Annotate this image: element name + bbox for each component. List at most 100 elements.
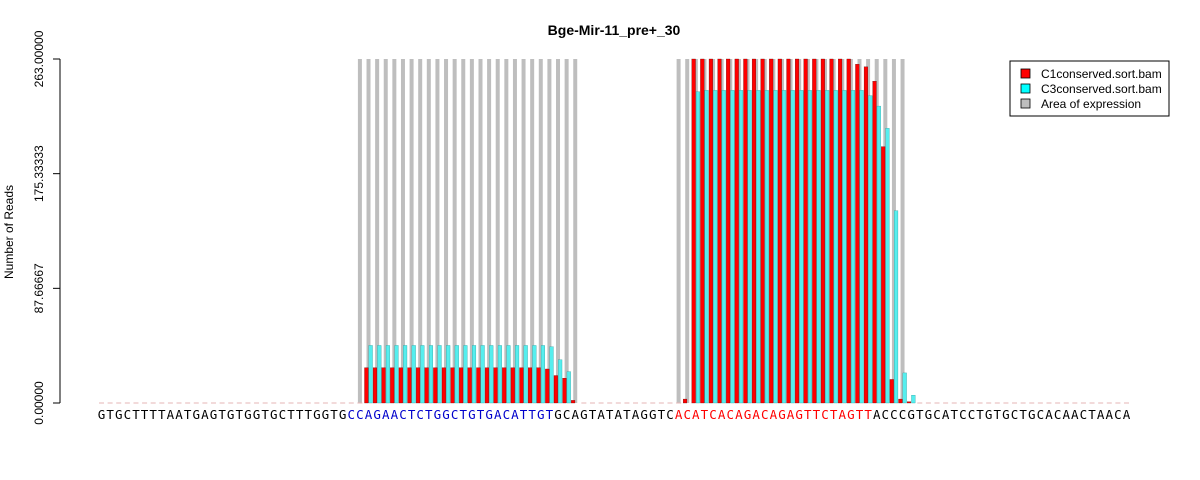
bar-c3conserved [739, 90, 744, 404]
expression-area-bar [392, 59, 397, 403]
expression-area-bar [547, 59, 552, 403]
sequence-letter: G [795, 407, 803, 422]
expression-area-bar [461, 59, 466, 403]
expression-area-bar [452, 59, 457, 403]
bar-c1conserved [881, 146, 886, 404]
expression-area-bar [779, 59, 784, 403]
bar-layer [99, 58, 1129, 404]
expression-area-bar [556, 59, 561, 403]
sequence-letter: T [106, 407, 114, 422]
sequence-letter: G [925, 407, 933, 422]
expression-area-bar [469, 59, 474, 403]
bar-c3conserved [480, 345, 485, 404]
bar-c1conserved [846, 58, 851, 404]
sequence-letter: C [761, 407, 769, 422]
bar-c3conserved [523, 345, 528, 404]
bar-c3conserved [549, 346, 554, 404]
bar-c3conserved [782, 90, 787, 404]
sequence-letter: G [1028, 407, 1036, 422]
bar-c1conserved [777, 58, 782, 404]
sequence-letter: G [640, 407, 648, 422]
bar-c1conserved [433, 367, 438, 404]
sequence-letter: T [994, 407, 1002, 422]
bar-c3conserved [799, 90, 804, 404]
bar-c3conserved [876, 105, 881, 404]
bar-c1conserved [424, 367, 429, 404]
bar-c3conserved [747, 90, 752, 404]
bar-c1conserved [562, 377, 567, 404]
bar-c3conserved [902, 372, 907, 404]
bar-c3conserved [532, 345, 537, 404]
sequence-letter: T [976, 407, 984, 422]
legend-swatch [1020, 68, 1031, 79]
sequence-letter: T [236, 407, 244, 422]
bar-c3conserved [713, 90, 718, 404]
bar-c1conserved [898, 398, 903, 404]
sequence-letter: G [907, 407, 915, 422]
expression-area-bar [891, 59, 896, 403]
bar-c1conserved [700, 58, 705, 404]
sequence-letter: G [442, 407, 450, 422]
bar-c3conserved [842, 90, 847, 404]
bar-c1conserved [381, 367, 386, 404]
legend-label: Area of expression [1041, 97, 1141, 111]
expression-area-bar [745, 59, 750, 403]
sequence-letter: C [968, 407, 976, 422]
bar-c3conserved [911, 395, 916, 404]
bar-c3conserved [764, 90, 769, 404]
sequence-letter: A [632, 407, 640, 422]
sequence-letter: G [649, 407, 657, 422]
expression-area-bar [512, 59, 517, 403]
bar-c1conserved [545, 368, 550, 404]
bar-c1conserved [751, 58, 756, 404]
sequence-letter: G [98, 407, 106, 422]
sequence-letter: A [494, 407, 502, 422]
sequence-letter: G [1002, 407, 1010, 422]
bar-c1conserved [803, 58, 808, 404]
bar-c1conserved [553, 375, 558, 404]
bar-c3conserved [807, 90, 812, 404]
legend-label: C3conserved.sort.bam [1041, 82, 1162, 96]
bar-c1conserved [467, 367, 472, 404]
expression-area-bar [840, 59, 845, 403]
bar-c1conserved [683, 398, 688, 404]
sequence-letter: T [916, 407, 924, 422]
expression-area-layer [357, 59, 905, 403]
y-tick-label: 175.33333 [32, 145, 46, 202]
sequence-letter: A [787, 407, 795, 422]
bar-c3conserved [558, 359, 563, 404]
sequence-letter: T [408, 407, 416, 422]
bar-c3conserved [394, 345, 399, 404]
sequence-letter: A [391, 407, 399, 422]
sequence-letter: C [1037, 407, 1045, 422]
sequence-letter: A [752, 407, 760, 422]
y-axis: 0.00000 87.66667 175.33333 263.00000 [32, 30, 61, 425]
expression-area-bar [805, 59, 810, 403]
bar-c1conserved [536, 367, 541, 404]
sequence-letter: A [873, 407, 881, 422]
bar-c1conserved [769, 58, 774, 404]
bar-c1conserved [863, 66, 868, 404]
bar-c1conserved [476, 367, 481, 404]
sequence-letter: T [546, 407, 554, 422]
sequence-letter: T [856, 407, 864, 422]
expression-area-bar [573, 59, 578, 403]
sequence-letter: T [158, 407, 166, 422]
sequence-letter: T [184, 407, 192, 422]
sequence-letter: C [959, 407, 967, 422]
expression-area-bar [409, 59, 414, 403]
bar-c3conserved [489, 345, 494, 404]
expression-area-bar [719, 59, 724, 403]
expression-area-bar [736, 59, 741, 403]
bar-c1conserved [459, 367, 464, 404]
bar-c3conserved [695, 91, 700, 404]
sequence-letter: C [709, 407, 717, 422]
expression-area-bar [444, 59, 449, 403]
sequence-letter: A [1106, 407, 1114, 422]
bar-c3conserved [790, 90, 795, 404]
bar-c1conserved [734, 58, 739, 404]
expression-area-bar [478, 59, 483, 403]
bar-c1conserved [726, 58, 731, 404]
